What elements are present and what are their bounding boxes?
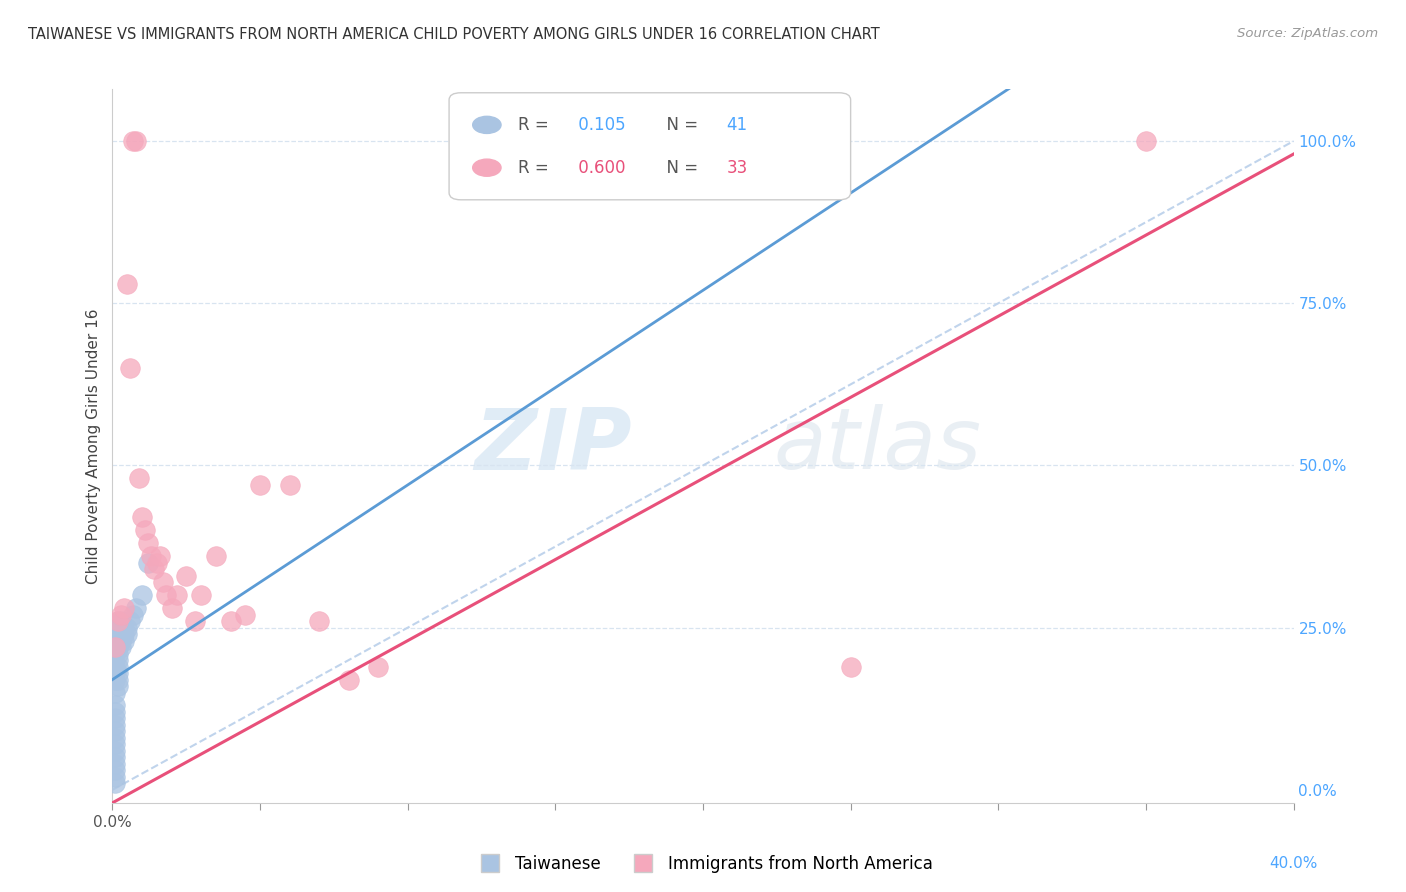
Point	[184, 614, 207, 628]
Point	[278, 478, 301, 492]
Point	[104, 724, 127, 739]
Point	[107, 666, 129, 681]
Point	[152, 575, 174, 590]
Point	[146, 556, 169, 570]
Point	[104, 738, 127, 752]
Point	[104, 750, 127, 764]
Point	[104, 705, 127, 719]
Point	[117, 621, 138, 635]
Point	[136, 536, 159, 550]
Point	[166, 588, 188, 602]
Point	[128, 471, 150, 485]
Point	[122, 607, 145, 622]
Point	[117, 627, 138, 641]
Point	[104, 744, 127, 758]
Point	[134, 524, 156, 538]
Text: atlas: atlas	[773, 404, 981, 488]
Text: Source: ZipAtlas.com: Source: ZipAtlas.com	[1237, 27, 1378, 40]
Point	[142, 562, 165, 576]
Point	[110, 614, 132, 628]
Point	[104, 718, 127, 732]
Point	[104, 640, 127, 654]
Text: R =: R =	[517, 159, 554, 177]
Text: 0.600: 0.600	[574, 159, 626, 177]
Point	[233, 607, 256, 622]
Point	[112, 633, 135, 648]
Point	[107, 614, 129, 628]
Text: TAIWANESE VS IMMIGRANTS FROM NORTH AMERICA CHILD POVERTY AMONG GIRLS UNDER 16 CO: TAIWANESE VS IMMIGRANTS FROM NORTH AMERI…	[28, 27, 880, 42]
Point	[205, 549, 228, 564]
Point	[308, 614, 330, 628]
Point	[104, 673, 127, 687]
Point	[104, 756, 127, 771]
Point	[104, 770, 127, 784]
Y-axis label: Child Poverty Among Girls Under 16: Child Poverty Among Girls Under 16	[86, 309, 101, 583]
Point	[107, 627, 129, 641]
Point	[131, 588, 153, 602]
Circle shape	[472, 159, 501, 177]
Point	[110, 621, 132, 635]
Point	[367, 659, 389, 673]
Point	[104, 647, 127, 661]
Point	[104, 764, 127, 778]
Point	[174, 568, 197, 582]
Point	[104, 659, 127, 673]
Point	[136, 556, 159, 570]
Text: N =: N =	[655, 116, 703, 134]
Point	[249, 478, 271, 492]
Point	[104, 698, 127, 713]
Point	[122, 134, 145, 148]
Text: 33: 33	[727, 159, 748, 177]
Text: N =: N =	[655, 159, 703, 177]
Point	[110, 627, 132, 641]
Text: ZIP: ZIP	[474, 404, 633, 488]
FancyBboxPatch shape	[449, 93, 851, 200]
Point	[107, 653, 129, 667]
Point	[155, 588, 177, 602]
Legend: Taiwanese, Immigrants from North America: Taiwanese, Immigrants from North America	[467, 848, 939, 880]
Text: R =: R =	[517, 116, 554, 134]
Point	[107, 614, 129, 628]
Point	[117, 277, 138, 291]
Point	[110, 607, 132, 622]
Point	[107, 647, 129, 661]
Point	[107, 673, 129, 687]
Point	[120, 361, 142, 376]
Text: 0.105: 0.105	[574, 116, 626, 134]
Point	[107, 640, 129, 654]
Circle shape	[472, 116, 501, 134]
Point	[112, 601, 135, 615]
Point	[139, 549, 162, 564]
Text: 41: 41	[727, 116, 748, 134]
Point	[337, 673, 360, 687]
Point	[149, 549, 172, 564]
Point	[125, 134, 148, 148]
Point	[219, 614, 242, 628]
Point	[110, 633, 132, 648]
Point	[110, 640, 132, 654]
Point	[190, 588, 212, 602]
Point	[839, 659, 862, 673]
Point	[112, 627, 135, 641]
Point	[107, 679, 129, 693]
Point	[1135, 134, 1157, 148]
Point	[112, 621, 135, 635]
Point	[104, 776, 127, 790]
Text: 40.0%: 40.0%	[1270, 856, 1317, 871]
Point	[104, 731, 127, 745]
Point	[120, 614, 142, 628]
Point	[107, 659, 129, 673]
Point	[104, 685, 127, 699]
Point	[125, 601, 148, 615]
Point	[131, 510, 153, 524]
Point	[104, 711, 127, 725]
Point	[160, 601, 183, 615]
